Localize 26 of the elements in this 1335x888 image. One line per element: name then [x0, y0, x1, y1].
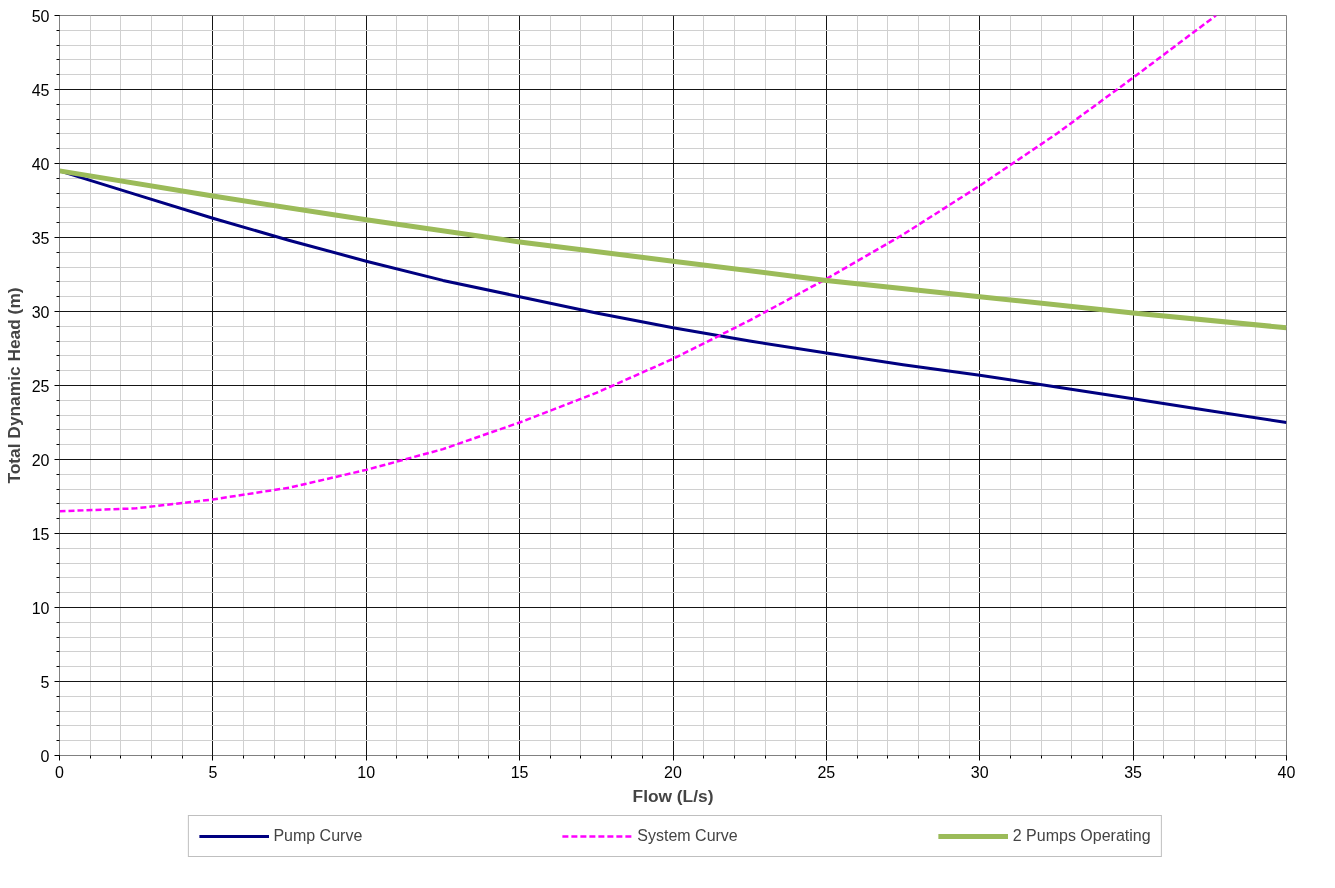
x-tick-label: 10 — [357, 763, 376, 781]
y-tick-label: 50 — [31, 7, 50, 25]
y-tick-label: 45 — [31, 81, 50, 99]
x-tick-label: 5 — [208, 763, 218, 781]
legend-label: System Curve — [637, 827, 738, 845]
x-tick-label: 20 — [664, 763, 682, 781]
y-tick-label: 10 — [31, 599, 50, 617]
x-tick-label: 30 — [970, 763, 989, 781]
y-axis-title: Total Dynamic Head (m) — [3, 287, 24, 484]
y-tick-label: 30 — [31, 303, 50, 321]
legend-label: Pump Curve — [273, 827, 363, 845]
x-tick-label: 15 — [510, 763, 529, 781]
x-tick-label: 25 — [817, 763, 836, 781]
line-series — [59, 15, 1218, 513]
y-tick-label: 5 — [40, 673, 50, 691]
x-axis-title: Flow (L/s) — [632, 785, 714, 806]
y-tick-label: 25 — [31, 377, 50, 395]
y-tick-label: 20 — [31, 451, 50, 469]
y-tick-label: 0 — [40, 747, 50, 765]
y-tick-label: 15 — [31, 525, 50, 543]
x-tick-label: 40 — [1277, 763, 1296, 781]
x-tick-label: 0 — [55, 763, 65, 781]
y-tick-label: 35 — [31, 229, 50, 247]
legend-label: 2 Pumps Operating — [1012, 827, 1151, 845]
x-tick-label: 35 — [1124, 763, 1143, 781]
y-tick-label: 40 — [31, 155, 50, 173]
